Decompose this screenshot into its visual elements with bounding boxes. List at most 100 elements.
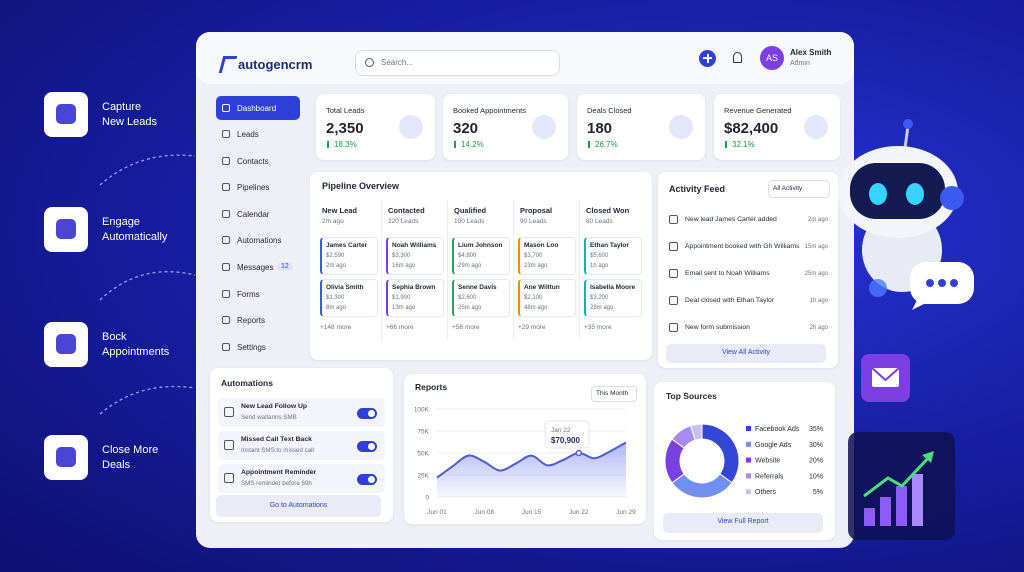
lead-card[interactable] <box>584 279 642 317</box>
feature-glyph <box>56 447 76 467</box>
period[interactable] <box>591 386 637 402</box>
lead-time: 28m ago <box>590 305 614 311</box>
lead-card[interactable] <box>452 237 510 275</box>
lead-amount: $1,900 <box>392 295 411 301</box>
nav-item[interactable]: Forms <box>237 289 260 299</box>
lead-card[interactable] <box>320 237 378 275</box>
automation-subtitle: SMS reminder before 69h <box>241 480 312 487</box>
search-placeholder: Search... <box>381 58 414 67</box>
nav-item[interactable]: Automations <box>237 236 282 246</box>
nav-icon <box>222 156 230 165</box>
lead-name: Noah Williams <box>392 242 437 249</box>
feature-label: Automatically <box>102 231 168 243</box>
lead-card[interactable] <box>386 237 444 275</box>
nav-icon <box>222 183 230 192</box>
filter-label: All Activity <box>773 185 803 192</box>
stat-change: 26.7% <box>595 140 618 149</box>
feature-label: Bock <box>102 331 127 343</box>
sources-button[interactable] <box>663 513 823 533</box>
lead-amount: $4,800 <box>458 253 477 259</box>
lead-amount: $3,300 <box>392 253 411 259</box>
activity-time: 2m ago <box>807 217 828 223</box>
filter[interactable] <box>768 180 830 198</box>
nav-icon <box>222 342 230 351</box>
stat-arrow <box>588 141 590 148</box>
stat-change: 14.2% <box>461 140 484 149</box>
activity-time: 25m ago <box>804 271 828 277</box>
nav-icon <box>222 236 230 245</box>
nav-item[interactable]: Pipelines <box>237 183 270 193</box>
stat-arrow <box>454 141 456 148</box>
lead-name: Lium Johnson <box>458 242 503 249</box>
toggle[interactable] <box>357 441 377 452</box>
automations-button[interactable] <box>216 495 381 517</box>
stat-change: 32.1% <box>732 140 755 149</box>
stat-value: $82,400 <box>724 120 779 137</box>
automation-title: New Lead Follow Up <box>241 403 308 410</box>
activity-button[interactable] <box>666 344 826 363</box>
nav-item[interactable]: Contacts <box>237 156 269 166</box>
automation-subtitle: Instant SMS to missed call <box>241 447 314 454</box>
toggle-knob <box>368 410 375 417</box>
automations-button-label: Go to Automations <box>269 502 328 509</box>
column-name: Closed Won <box>586 206 630 215</box>
feature-glyph <box>56 219 76 239</box>
lead-name: James Carter <box>326 242 368 249</box>
growth-tile <box>848 432 955 540</box>
stat-label: Total Leads <box>326 106 365 115</box>
brand: autogencrm <box>238 57 313 72</box>
nav-icon <box>222 104 230 112</box>
lead-card[interactable] <box>452 279 510 317</box>
automation-icon <box>224 440 234 450</box>
lead-time: 29m ago <box>458 263 482 269</box>
lead-amount: $2,100 <box>524 295 543 301</box>
nav-item[interactable]: Leads <box>237 130 259 139</box>
plus-v <box>706 54 709 63</box>
lead-amount: $3,700 <box>524 253 543 259</box>
activity-button-label: View All Activity <box>721 349 771 356</box>
lead-name: Senne Davis <box>458 284 497 291</box>
lead-card[interactable] <box>584 237 642 275</box>
feature-label: Engage <box>102 216 140 228</box>
lead-card[interactable] <box>320 279 378 317</box>
search-box[interactable] <box>355 50 560 76</box>
toggle[interactable] <box>357 408 377 419</box>
nav-item[interactable]: Settings <box>237 342 266 352</box>
lead-card[interactable] <box>518 279 576 317</box>
activity-icon <box>669 323 678 332</box>
activity-text: Deal closed with Ethan Taylor <box>685 297 775 304</box>
column-name: Proposal <box>520 206 553 215</box>
lead-card[interactable] <box>386 279 444 317</box>
nav-icon <box>222 263 230 271</box>
feature-label: Capture <box>102 101 142 113</box>
column-divider <box>447 200 448 340</box>
activity-panel <box>658 172 838 368</box>
nav-item[interactable]: Calendar <box>237 209 270 219</box>
lead-time: 16m ago <box>392 263 416 269</box>
stat-label: Deals Closed <box>587 106 632 115</box>
feature-glyph <box>56 334 76 354</box>
stat-label: Booked Appointments <box>453 106 526 115</box>
lead-time: 23m ago <box>524 263 548 269</box>
column-divider <box>579 200 580 340</box>
nav-item[interactable]: Dashboard <box>237 104 277 113</box>
toggle[interactable] <box>357 474 377 485</box>
lead-amount: $1,300 <box>326 295 345 301</box>
column-meta: 80 Leads <box>586 218 613 225</box>
nav-item[interactable]: Reports <box>237 316 266 326</box>
bell[interactable] <box>733 52 742 63</box>
nav-icon <box>222 289 230 298</box>
stat-arrow <box>327 141 329 148</box>
automation-title: Appointment Reminder <box>241 469 317 476</box>
nav-icon <box>222 130 230 138</box>
feature-glyph <box>56 104 76 124</box>
nav-item[interactable]: Messages <box>237 263 274 272</box>
activity-icon <box>669 215 678 224</box>
lead-card[interactable] <box>518 237 576 275</box>
stat-icon <box>804 115 828 139</box>
lead-name: Olivia Smith <box>326 284 364 291</box>
activity-time: 1h ago <box>809 298 828 304</box>
avatar <box>760 46 784 70</box>
